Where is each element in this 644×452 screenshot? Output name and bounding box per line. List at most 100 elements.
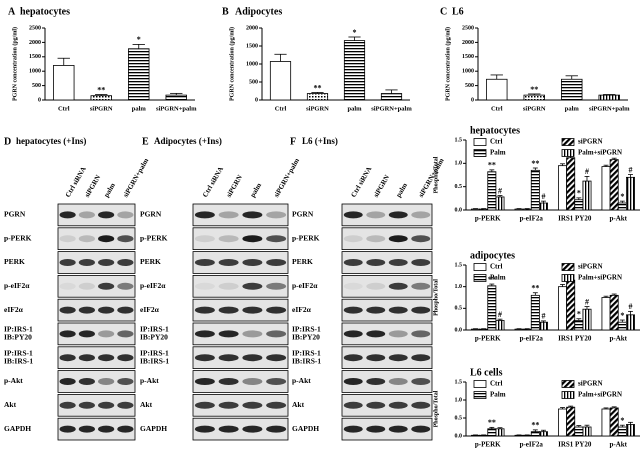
y-tick-label: 1.5	[455, 379, 463, 385]
bar	[530, 431, 540, 437]
bar	[598, 94, 620, 101]
chart-title: hepatocytes	[20, 6, 70, 17]
bar	[514, 434, 524, 437]
blot-band	[218, 306, 239, 314]
blot-strip	[192, 346, 289, 369]
x-tick-label: palm	[132, 105, 147, 112]
legend-label: Palm	[490, 149, 506, 157]
annotation: #	[585, 297, 589, 306]
x-tick-label: Ctrl	[275, 105, 287, 112]
x-tick-label: palm	[565, 105, 580, 112]
blot-band	[411, 378, 431, 385]
x-tick-label: siPGRN	[306, 105, 329, 112]
bar	[479, 434, 489, 437]
x-tick-label: p-Akt	[609, 215, 627, 223]
bar	[522, 208, 532, 211]
blot-band	[98, 282, 115, 290]
blot-band	[59, 401, 76, 409]
blot-band	[117, 235, 134, 243]
chart-title: L6	[452, 6, 464, 17]
blot-band	[366, 282, 386, 290]
blot-band	[388, 306, 408, 314]
legend-swatch	[473, 380, 487, 388]
blot-band	[388, 425, 408, 433]
y-axis-label: PGRN concentration (pg/ml)	[444, 27, 451, 101]
x-tick-label: palm	[347, 105, 362, 112]
row-label: IP:IRS-1	[4, 348, 33, 357]
bar	[609, 407, 619, 437]
legend-label: Palm	[490, 391, 506, 399]
blot-title: L6 (+Ins)	[302, 136, 338, 146]
blot-band	[266, 259, 287, 266]
bar	[617, 426, 627, 437]
bar	[343, 40, 366, 101]
annotation: **	[531, 159, 539, 168]
blot-band	[242, 330, 263, 338]
row-label: IP:IRS-1	[292, 348, 321, 357]
row-label: IP:IRS-1	[4, 325, 33, 334]
legend-label: Palm	[490, 274, 506, 282]
blot-strip	[57, 227, 136, 251]
y-tick-label: 0.0	[455, 433, 463, 439]
blot-band	[411, 259, 431, 266]
blot-band	[343, 211, 363, 219]
blot-strip	[341, 203, 433, 227]
blot-band	[343, 378, 363, 385]
blot-strip	[57, 298, 136, 322]
annotation: **	[488, 161, 496, 170]
blot-band	[98, 425, 115, 433]
row-label: IB:IRS-1	[4, 356, 33, 365]
y-tick-label: 0	[471, 97, 474, 103]
blot-strip	[57, 393, 136, 417]
blot-band	[242, 306, 263, 314]
x-tick-label: p-Akt	[609, 335, 627, 343]
annotation: *	[577, 189, 581, 198]
blot-band	[266, 235, 287, 243]
blot-band	[59, 306, 76, 314]
y-tick-label: 1000	[246, 61, 258, 67]
x-tick-label: siPGRN+palm	[156, 105, 197, 112]
blot-band	[194, 211, 215, 219]
legend-swatch	[473, 274, 487, 282]
blot-band	[218, 354, 239, 362]
x-tick-label: p-eIF2a	[520, 335, 544, 343]
bar	[566, 157, 576, 211]
bar	[626, 424, 635, 437]
blot-band	[78, 259, 95, 266]
blot-band	[366, 401, 386, 409]
bar	[558, 408, 567, 437]
blot-band	[343, 282, 363, 290]
bar	[471, 208, 480, 211]
blot-strip	[341, 417, 433, 441]
y-tick-label: 0.0	[455, 207, 463, 213]
blot-band	[117, 306, 134, 314]
row-label: p-Akt	[140, 376, 159, 385]
blot-band	[411, 401, 431, 409]
row-label: GAPDH	[140, 424, 167, 433]
bar	[306, 93, 329, 101]
bar	[380, 93, 403, 101]
blot-band	[343, 259, 363, 266]
row-label: Akt	[4, 400, 17, 409]
bar	[530, 169, 540, 211]
blot-band	[411, 354, 431, 362]
row-label: PERK	[140, 257, 161, 266]
x-tick-label: siPGRN	[90, 105, 113, 112]
blot-band	[78, 282, 95, 290]
bar	[574, 320, 584, 331]
blot-band	[117, 330, 134, 338]
legend-label: Ctrl	[490, 380, 502, 388]
row-label: eIF2α	[4, 305, 24, 314]
row-label: IB:PY20	[4, 333, 32, 342]
y-tick-label: 2000	[462, 40, 474, 46]
blot-band	[117, 354, 134, 362]
bar	[479, 328, 489, 331]
panel-letter: F	[290, 136, 296, 147]
bar	[574, 199, 584, 211]
blot-band	[388, 401, 408, 409]
blot-band	[266, 330, 287, 338]
blot-band	[194, 378, 215, 385]
blot-band	[218, 330, 239, 338]
blot-band	[388, 259, 408, 266]
bar	[530, 294, 540, 331]
